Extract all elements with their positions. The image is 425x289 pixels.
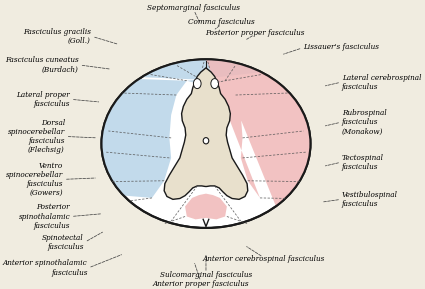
Text: Anterior cerebrospinal fasciculus: Anterior cerebrospinal fasciculus: [202, 255, 325, 263]
Text: Posterior
spinothalamic
fasciculus: Posterior spinothalamic fasciculus: [18, 203, 70, 230]
Text: Anterior spinothalamic
fasciculus: Anterior spinothalamic fasciculus: [3, 259, 88, 277]
Polygon shape: [164, 68, 248, 199]
Text: Lateral cerebrospinal
fasciculus: Lateral cerebrospinal fasciculus: [342, 74, 421, 91]
Text: Anterior proper fasciculus: Anterior proper fasciculus: [153, 280, 249, 288]
Text: Lateral proper
fasciculus: Lateral proper fasciculus: [16, 91, 70, 108]
Text: Lissauer's fasciculus: Lissauer's fasciculus: [303, 43, 380, 51]
Text: Sulcomarginal fasciculus: Sulcomarginal fasciculus: [160, 271, 252, 279]
Text: Comma fasciculus: Comma fasciculus: [188, 18, 255, 26]
Text: Spinotectal
fasciculus: Spinotectal fasciculus: [42, 234, 84, 251]
Text: Vestibulospinal
fasciculus: Vestibulospinal fasciculus: [342, 191, 398, 208]
Ellipse shape: [102, 59, 311, 228]
Ellipse shape: [193, 79, 201, 89]
Text: Posterior proper fasciculus: Posterior proper fasciculus: [205, 29, 304, 37]
Polygon shape: [102, 79, 187, 198]
Text: Ventro
spinocerebellar
fasciculus
(Gowers): Ventro spinocerebellar fasciculus (Gower…: [6, 162, 63, 197]
Polygon shape: [142, 59, 261, 84]
Text: Dorsal
spinocerebellar
fasciculus
(Flechsig): Dorsal spinocerebellar fasciculus (Flech…: [8, 119, 65, 154]
Text: Fasciculus gracilis
(Goll.): Fasciculus gracilis (Goll.): [23, 28, 91, 45]
Ellipse shape: [211, 79, 218, 89]
Text: Rubrospinal
fasciculus
(Monakow): Rubrospinal fasciculus (Monakow): [342, 109, 387, 135]
Polygon shape: [206, 59, 311, 206]
Polygon shape: [185, 194, 227, 219]
Text: Septomarginal fasciculus: Septomarginal fasciculus: [147, 4, 240, 12]
Text: Fasciculus cuneatus
(Burdach): Fasciculus cuneatus (Burdach): [5, 56, 79, 74]
Text: Tectospinal
fasciculus: Tectospinal fasciculus: [342, 153, 384, 171]
Ellipse shape: [203, 138, 209, 144]
